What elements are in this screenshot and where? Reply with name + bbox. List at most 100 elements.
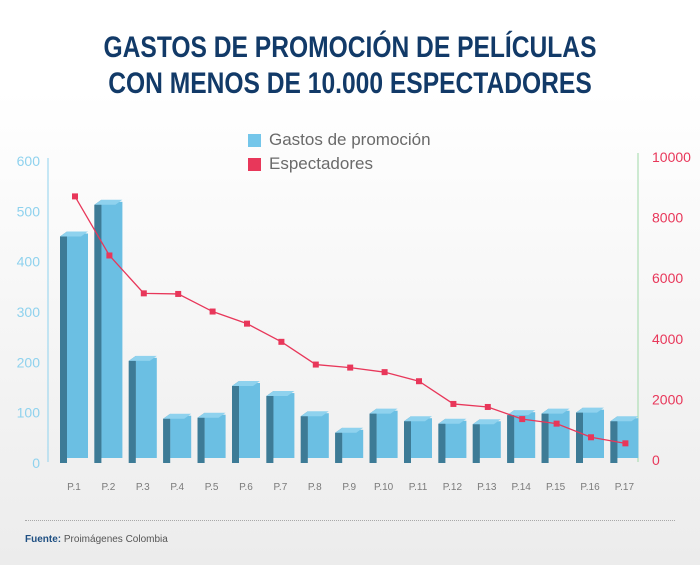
line-point (244, 320, 250, 327)
line-point (106, 252, 113, 259)
bar-top (438, 418, 467, 424)
line-point (588, 434, 594, 441)
x-axis-tick-label: P.2 (102, 482, 116, 493)
bar (101, 201, 123, 459)
right-axis-tick-label: 4000 (652, 331, 683, 347)
source-label: Fuente: (25, 534, 62, 545)
bar-edge (60, 236, 67, 463)
bar-edge (404, 421, 411, 463)
right-axis-tick-label: 6000 (652, 270, 683, 286)
right-axis-tick-label: 2000 (652, 391, 683, 407)
legend: Gastos de promoción Espectadores (248, 128, 431, 176)
left-axis-tick-label: 400 (17, 254, 41, 270)
bar (135, 357, 157, 458)
x-axis-tick-label: P.9 (342, 482, 356, 493)
line-point (484, 403, 491, 410)
bar-top (128, 355, 157, 361)
chart-title-line-1: GASTOS DE PROMOCIÓN DE PELÍCULAS (103, 31, 597, 64)
x-axis-tick-label: P.1 (67, 482, 81, 493)
bar-top (472, 419, 501, 425)
bar-edge (576, 412, 583, 463)
bar-edge (541, 413, 549, 463)
line-point (72, 193, 78, 200)
line-point (140, 290, 147, 297)
x-axis-tick-label: P.5 (205, 482, 219, 493)
bar (445, 420, 467, 458)
x-axis-tick-label: P.3 (136, 482, 150, 493)
x-axis-tick-label: P.8 (308, 482, 322, 493)
legend-item-line: Espectadores (248, 152, 431, 176)
legend-label-line: Espectadores (269, 154, 373, 173)
bar-top (507, 410, 536, 416)
bar (411, 418, 432, 458)
bar-top (163, 413, 192, 419)
bar-edge (232, 385, 239, 463)
line-series (74, 196, 626, 444)
chart-title-line-2: CON MENOS DE 10.000 ESPECTADORES (108, 67, 592, 100)
bar-top (266, 391, 295, 397)
bar-top (60, 231, 88, 237)
x-axis-tick-label: P.10 (374, 482, 394, 493)
x-axis-tick-label: P.12 (443, 482, 463, 493)
x-axis-tick-label: P.4 (170, 482, 184, 493)
left-axis-tick-label: 600 (17, 153, 41, 169)
divider (25, 520, 675, 521)
bar-edge (197, 417, 205, 463)
x-axis-tick-label: P.17 (615, 482, 635, 493)
chart-title: GASTOS DE PROMOCIÓN DE PELÍCULAS CON MEN… (63, 30, 637, 102)
bar (479, 421, 501, 458)
line-point (381, 369, 388, 376)
left-axis-tick-label: 0 (32, 455, 40, 471)
line-point (347, 364, 354, 371)
bar-top (404, 416, 432, 422)
bar-top (300, 411, 329, 417)
bar-top (576, 407, 604, 413)
left-axis-tick-label: 300 (17, 304, 41, 320)
right-axis-tick-label: 10000 (652, 149, 691, 165)
bar-edge (472, 424, 480, 463)
line-point (209, 308, 216, 315)
bar-top (197, 412, 226, 418)
left-axis-tick-label: 500 (17, 203, 41, 219)
bar-edge (369, 413, 377, 463)
line-point (553, 420, 560, 427)
bar (583, 409, 604, 458)
bar-edge (335, 432, 343, 463)
legend-swatch-bars (248, 133, 261, 147)
bar (273, 393, 295, 458)
source-note: Fuente: Proimágenes Colombia (25, 534, 168, 545)
x-axis-tick-label: P.6 (239, 482, 253, 493)
line-point (622, 440, 629, 447)
line-point (416, 378, 422, 385)
line-point (312, 361, 319, 368)
x-axis-tick-label: P.11 (409, 482, 428, 493)
x-axis-tick-label: P.13 (477, 482, 497, 493)
line-point (450, 400, 457, 407)
line-point (519, 416, 526, 423)
bar-top (369, 408, 398, 414)
left-axis-tick-label: 100 (17, 405, 41, 421)
left-axis-tick-label: 200 (17, 354, 41, 370)
legend-label-bars: Gastos de promoción (269, 130, 431, 149)
x-axis-tick-label: P.16 (580, 482, 600, 493)
bar-top (541, 408, 570, 414)
bar-top (94, 199, 123, 205)
right-axis-tick-label: 8000 (652, 210, 683, 226)
bar (342, 429, 364, 458)
bar (617, 418, 639, 458)
bar-edge (438, 423, 446, 463)
bar-edge (300, 416, 308, 463)
bar (67, 233, 88, 458)
bar-edge (610, 421, 618, 463)
legend-swatch-line (248, 157, 261, 171)
legend-item-bars: Gastos de promoción (248, 128, 431, 152)
bar-top (335, 427, 364, 433)
source-text: Proimágenes Colombia (63, 534, 168, 545)
right-axis-tick-label: 0 (652, 452, 660, 468)
bar (204, 414, 226, 458)
x-axis-tick-label: P.15 (546, 482, 566, 493)
bar (170, 415, 192, 458)
bar (307, 413, 329, 458)
bar (548, 410, 570, 458)
